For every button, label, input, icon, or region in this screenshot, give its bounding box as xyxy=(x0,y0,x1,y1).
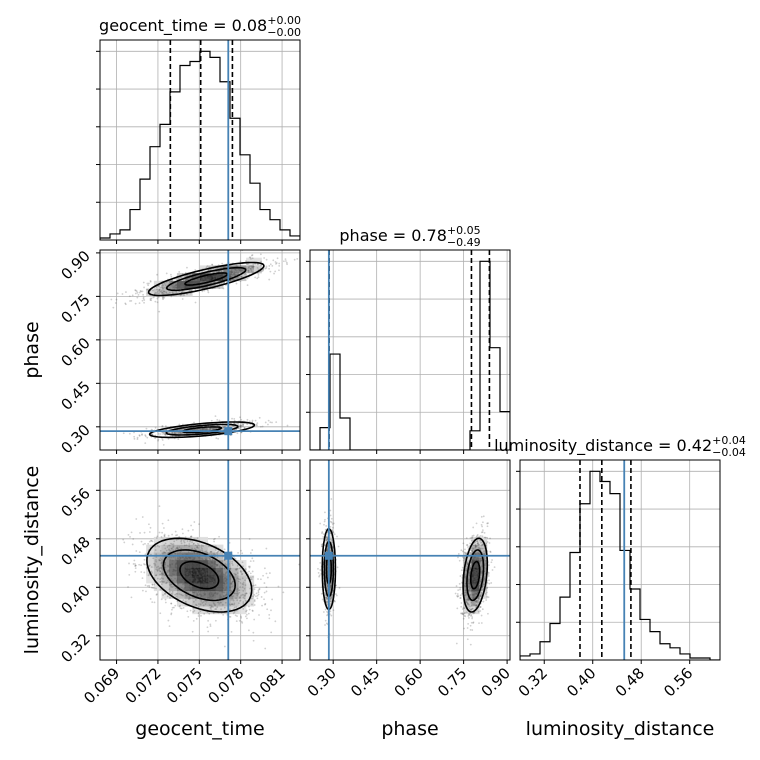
sample-points xyxy=(110,250,299,446)
sample-points xyxy=(317,498,496,646)
panel-luminosity-distance-vs-luminosity-distance: luminosity_distance = 0.42+0.04−0.04 0.32… xyxy=(494,434,746,700)
tick-label-x: 0.45 xyxy=(347,664,383,700)
truth-marker xyxy=(224,551,233,560)
tick-label-y: 0.48 xyxy=(57,533,93,569)
tick-label-x: 0.072 xyxy=(122,664,165,707)
axes-frame xyxy=(309,249,511,451)
tick-label-x: 0.081 xyxy=(246,664,289,707)
tick-label-x: 0.075 xyxy=(163,664,206,707)
axis-label-x-luminosity-distance: luminosity_distance xyxy=(526,718,715,740)
tick-label-x: 0.069 xyxy=(80,664,123,707)
tick-label-x: 0.60 xyxy=(391,664,427,700)
tick-label-y: 0.90 xyxy=(57,247,93,283)
axis-label-y-phase: phase xyxy=(21,321,43,378)
contour-line xyxy=(179,560,220,590)
contour-line xyxy=(323,540,335,598)
histogram-luminosity-distance xyxy=(520,470,720,660)
tick-label-x: 0.078 xyxy=(204,664,247,707)
contour-line xyxy=(321,527,337,611)
contour-line xyxy=(162,549,237,602)
density-image xyxy=(325,529,488,615)
contour-line xyxy=(470,560,481,590)
panel-phase-vs-phase: phase = 0.78+0.05−0.49 xyxy=(306,224,511,454)
axes-frame xyxy=(99,249,301,451)
tick-label-y: 0.75 xyxy=(57,290,93,326)
title-upper-error: +0.05 xyxy=(447,224,481,237)
panel-luminosity-distance-vs-geocent-time: 0.32 0.40 0.48 0.56 0.0690.0720.0750.0780.08… xyxy=(57,459,301,707)
title-upper-error: +0.00 xyxy=(267,14,301,27)
axes-frame xyxy=(309,459,511,661)
title-lower-error: −0.04 xyxy=(712,446,746,459)
contour-line xyxy=(466,549,485,602)
contour-line xyxy=(165,266,247,292)
title-text: phase = 0.78 xyxy=(339,226,446,245)
title-lower-error: −0.49 xyxy=(447,236,481,249)
contour-line xyxy=(462,537,489,613)
tick-label-x: 0.32 xyxy=(515,664,551,700)
histogram-phase xyxy=(310,260,510,450)
axis-label-y-luminosity-distance: luminosity_distance xyxy=(21,466,43,655)
contour-line xyxy=(147,261,265,297)
tick-label-x: 0.90 xyxy=(478,664,514,700)
title-lower-error: −0.00 xyxy=(267,26,301,39)
tick-label-x: 0.56 xyxy=(660,664,696,700)
title-text: geocent_time = 0.08 xyxy=(99,16,267,36)
tick-label-x: 0.30 xyxy=(304,664,340,700)
panel-luminosity-distance-vs-phase: 0.30 0.45 0.60 0.75 0.90 xyxy=(304,459,514,700)
panel-phase-vs-geocent-time: 0.30 0.45 0.60 0.75 0.90 xyxy=(57,247,301,457)
axes-frame xyxy=(99,39,301,241)
panel-title: geocent_time = 0.08+0.00 xyxy=(99,14,301,36)
contour-line xyxy=(184,272,229,286)
title-upper-error: +0.04 xyxy=(712,434,746,447)
tick-label-y: 0.30 xyxy=(57,421,93,457)
panel-title: phase = 0.78+0.05 xyxy=(339,224,480,245)
title-text: luminosity_distance = 0.42 xyxy=(494,436,712,456)
tick-label-x: 0.75 xyxy=(434,664,470,700)
tick-label-x: 0.40 xyxy=(563,664,599,700)
tick-label-x: 0.48 xyxy=(612,664,648,700)
tick-label-y: 0.32 xyxy=(57,630,93,666)
axis-label-x-geocent-time: geocent_time xyxy=(135,718,264,740)
truth-marker xyxy=(224,427,233,436)
axis-label-x-phase: phase xyxy=(381,718,438,740)
tick-label-y: 0.56 xyxy=(57,484,93,520)
panel-title: luminosity_distance = 0.42+0.04 xyxy=(494,434,746,456)
axes-frame xyxy=(99,459,301,661)
truth-marker xyxy=(324,551,333,560)
tick-label-y: 0.40 xyxy=(57,581,93,617)
axes-frame xyxy=(519,459,721,661)
tick-label-y: 0.45 xyxy=(57,377,93,413)
tick-label-y: 0.60 xyxy=(57,334,93,370)
panel-geocent-time-vs-geocent-time: geocent_time = 0.08+0.00−0.00 xyxy=(96,14,301,244)
